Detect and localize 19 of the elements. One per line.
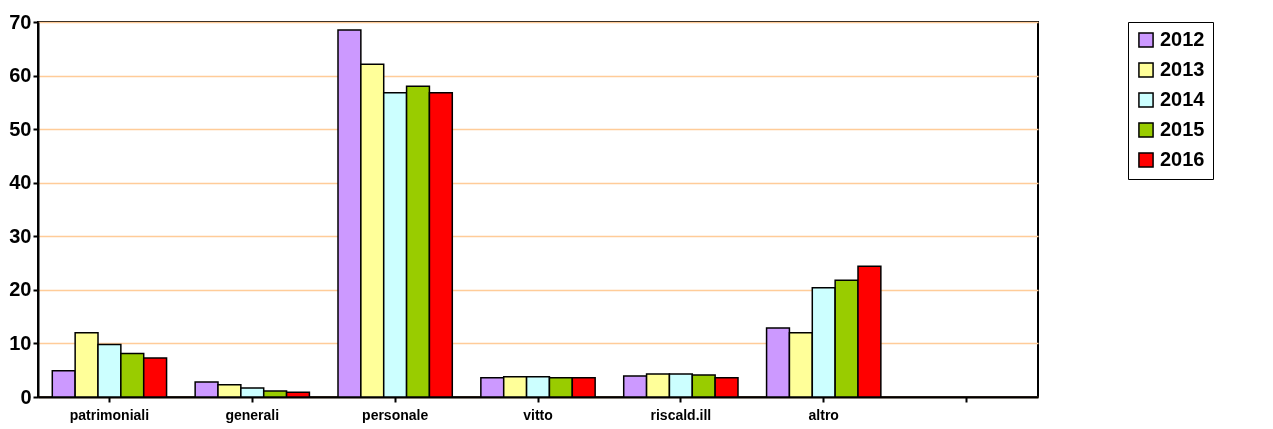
- x-tick-label: vitto: [523, 406, 553, 423]
- legend-label: 2013: [1160, 58, 1205, 80]
- y-tick-label: 30: [9, 224, 32, 247]
- x-tick-label: riscald.ill: [650, 406, 712, 423]
- y-tick-label: 40: [9, 171, 32, 194]
- y-tick-label: 10: [9, 331, 32, 354]
- x-tick-label: personale: [362, 406, 429, 423]
- x-tick-label: altro: [808, 406, 839, 423]
- x-tick-label: generali: [225, 406, 280, 423]
- legend-label: 2015: [1160, 118, 1205, 140]
- y-tick-label: 70: [9, 10, 32, 33]
- legend-label: 2016: [1160, 148, 1205, 170]
- y-tick-label: 60: [9, 64, 32, 87]
- y-tick-label: 0: [20, 385, 32, 408]
- y-tick-label: 20: [9, 278, 32, 301]
- legend-label: 2012: [1160, 28, 1205, 50]
- y-tick-label: 50: [9, 117, 32, 140]
- legend-label: 2014: [1160, 88, 1206, 110]
- x-tick-label: patrimoniali: [69, 406, 150, 423]
